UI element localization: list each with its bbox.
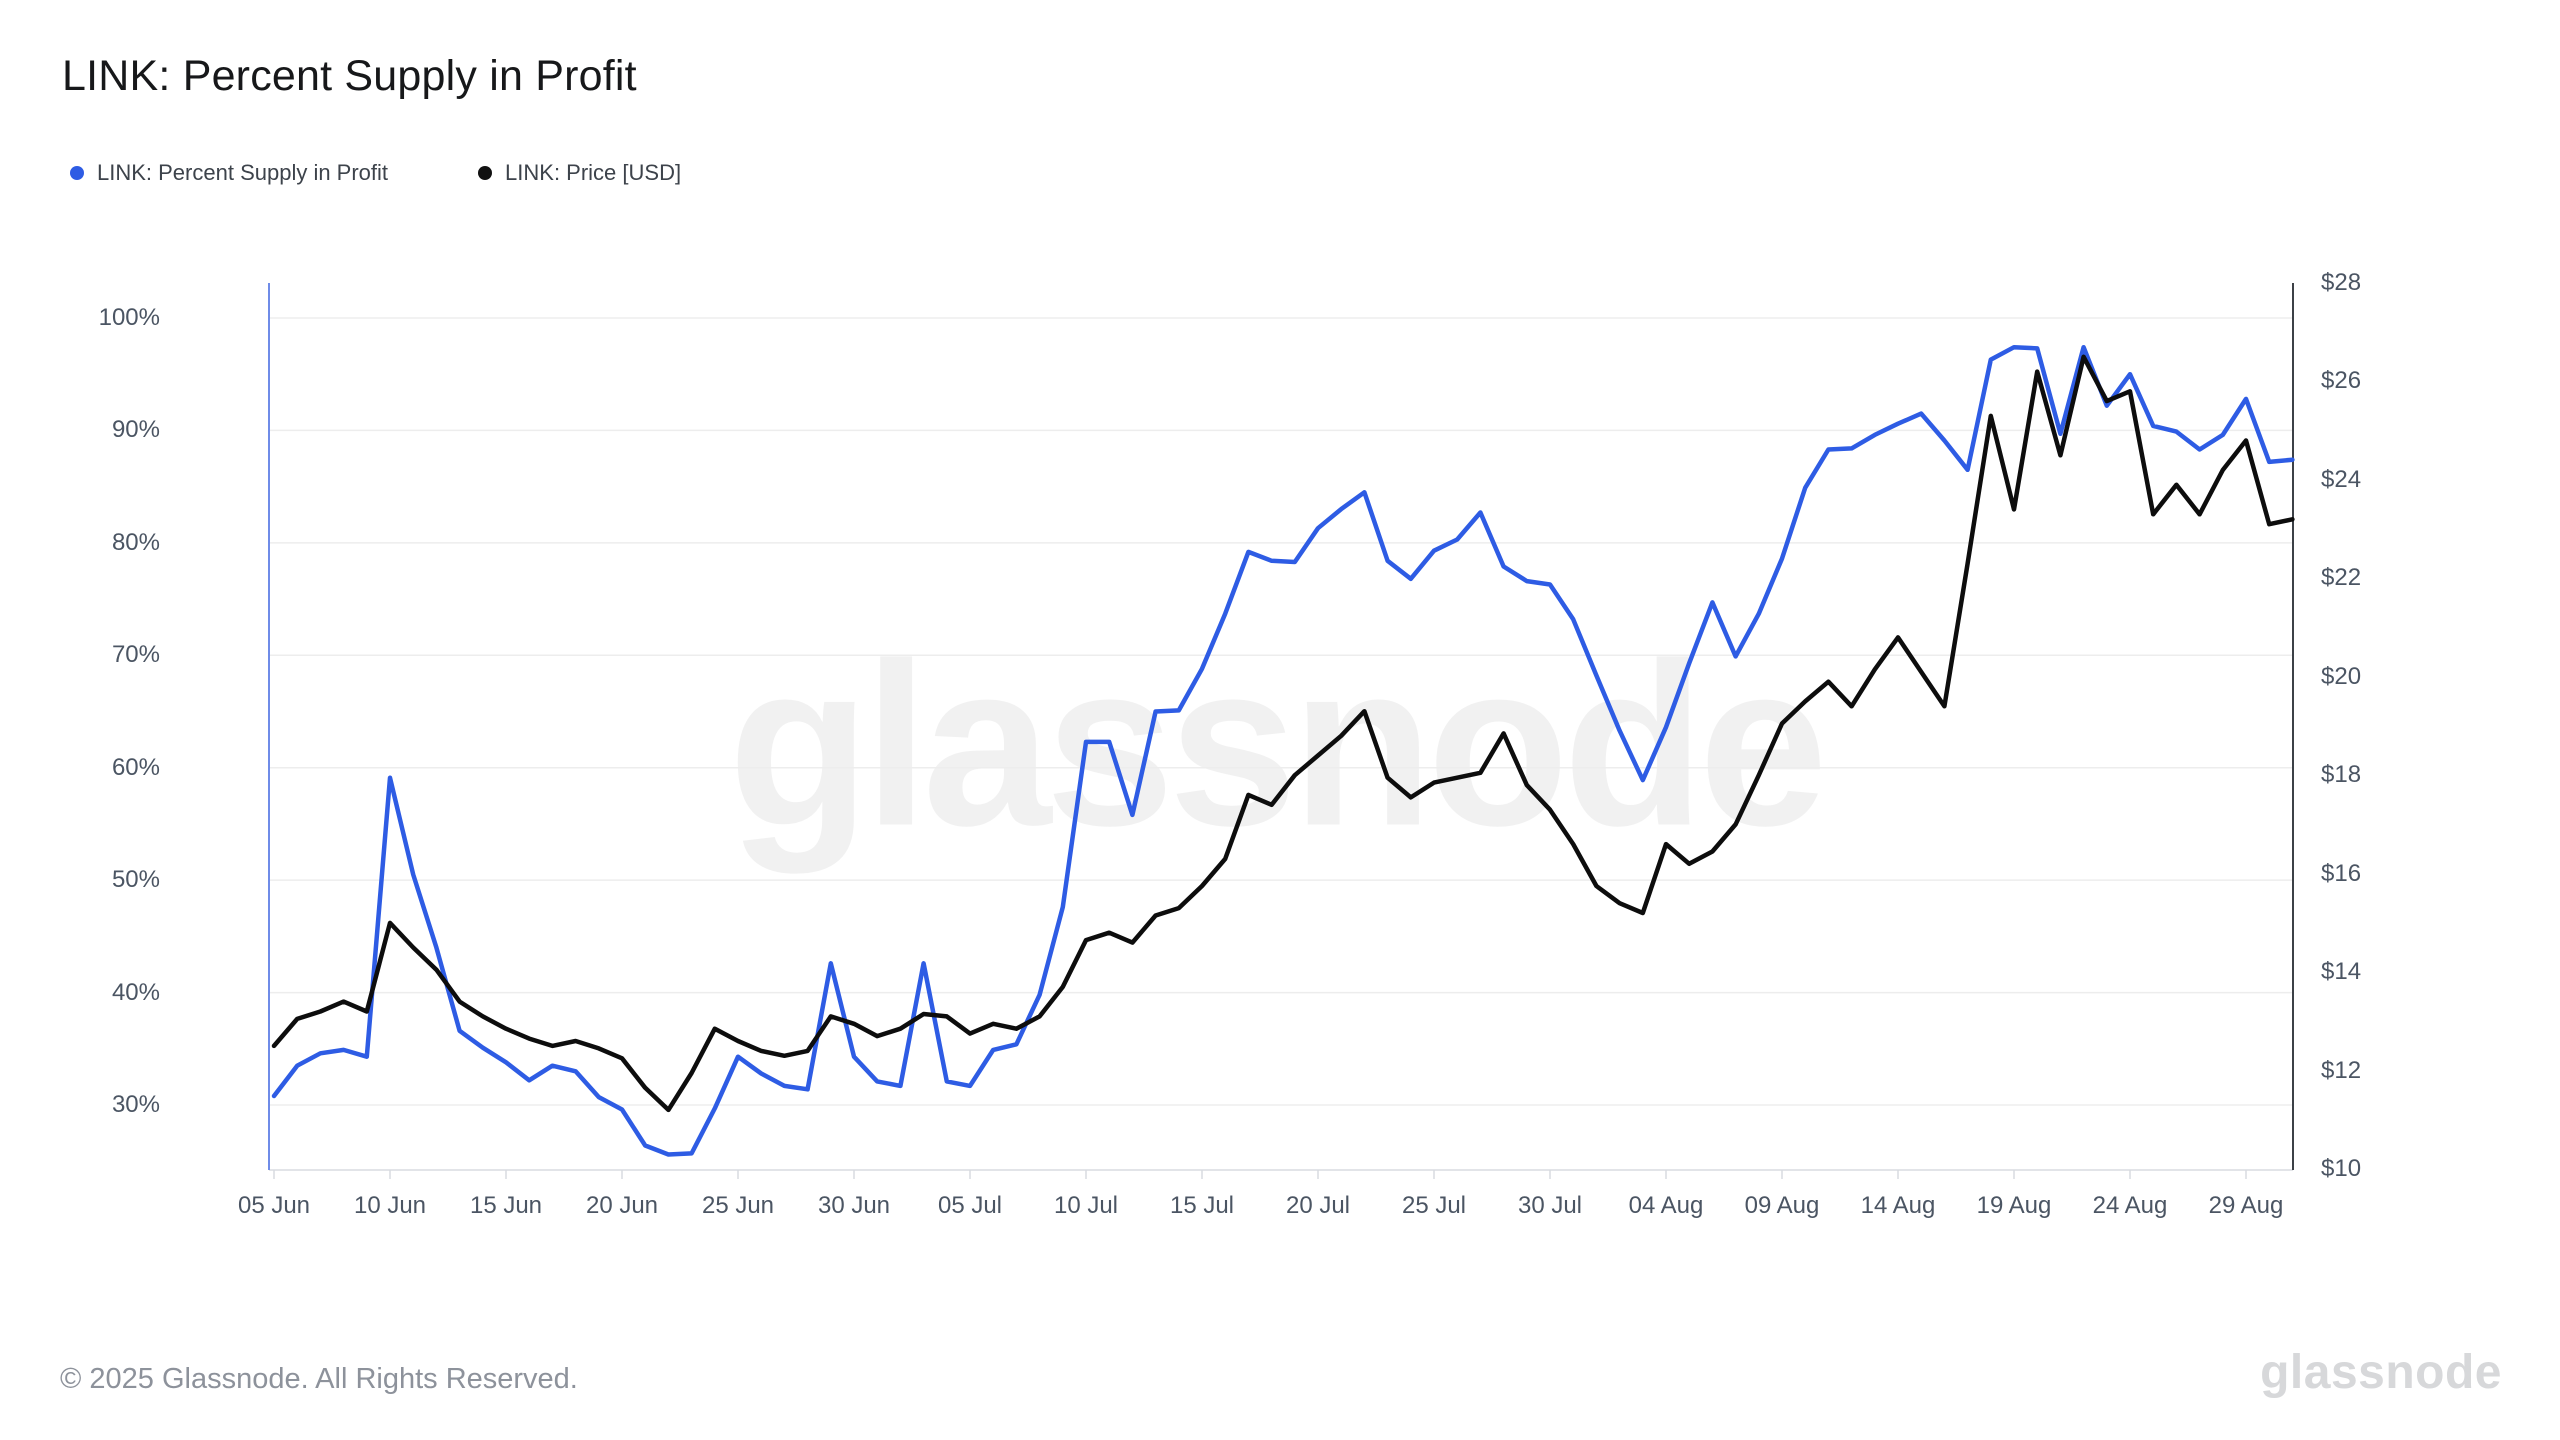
legend-item-label: LINK: Price [USD] <box>505 160 682 185</box>
x-axis-label: 24 Aug <box>2092 1192 2168 1219</box>
x-axis-label: 10 Jun <box>353 1192 427 1219</box>
y-axis-label-left: 50% <box>111 866 160 894</box>
y-axis-label-right: $26 <box>2321 367 2362 395</box>
y-axis-label-left: 100% <box>98 304 160 331</box>
x-axis-label: 25 Jul <box>1401 1192 1467 1219</box>
legend-item-percent-supply[interactable]: LINK: Percent Supply in Profit <box>70 160 388 186</box>
x-axis-label: 19 Aug <box>1976 1192 2052 1219</box>
glassnode-watermark: glassnode <box>728 615 1827 875</box>
y-axis-label-left: 60% <box>111 753 160 781</box>
x-axis-label: 05 Jul <box>937 1192 1003 1219</box>
y-axis-label-right: $28 <box>2321 269 2362 296</box>
y-axis-label-right: $22 <box>2321 564 2362 592</box>
x-axis-label: 30 Jul <box>1517 1192 1583 1219</box>
x-axis-label: 30 Jun <box>817 1192 891 1219</box>
price-line[interactable] <box>271 354 2295 1113</box>
legend-dot-icon <box>70 166 84 180</box>
y-axis-label-right: $10 <box>2321 1155 2362 1182</box>
x-axis-label: 10 Jul <box>1053 1192 1119 1219</box>
x-axis-label: 15 Jul <box>1169 1192 1235 1219</box>
y-axis-label-right: $24 <box>2321 465 2362 493</box>
y-axis-label-left: 70% <box>111 641 160 669</box>
x-axis-label: 20 Jun <box>585 1192 659 1219</box>
x-axis-label: 29 Aug <box>2208 1192 2284 1219</box>
y-axis-label-left: 30% <box>111 1091 160 1118</box>
y-axis-label-right: $14 <box>2321 958 2362 986</box>
x-axis-label: 20 Jul <box>1285 1192 1351 1219</box>
x-axis-label: 15 Jun <box>469 1192 543 1219</box>
legend-item-price[interactable]: LINK: Price [USD] <box>478 160 681 186</box>
x-axis-label: 14 Aug <box>1860 1192 1936 1219</box>
footer-copyright: © 2025 Glassnode. All Rights Reserved. <box>60 1363 578 1395</box>
y-axis-label-right: $16 <box>2321 859 2362 887</box>
x-axis-label: 04 Aug <box>1628 1192 1704 1219</box>
glassnode-logo: glassnode <box>2260 1346 2502 1399</box>
y-axis-label-right: $20 <box>2321 662 2362 690</box>
x-axis-label: 09 Aug <box>1744 1192 1820 1219</box>
y-axis-label-left: 80% <box>111 528 160 556</box>
y-axis-label-left: 40% <box>111 978 160 1006</box>
legend-item-label: LINK: Percent Supply in Profit <box>97 160 389 185</box>
x-axis-label: 25 Jun <box>701 1192 775 1219</box>
legend-dot-icon <box>478 166 493 180</box>
chart-legend: LINK: Percent Supply in Profit LINK: Pri… <box>70 160 681 186</box>
y-axis-label-right: $12 <box>2321 1056 2362 1084</box>
x-axis-label: 05 Jun <box>237 1192 311 1219</box>
page-title: LINK: Percent Supply in Profit <box>62 52 637 100</box>
percent-supply-line[interactable] <box>271 344 2295 1157</box>
y-axis-label-right: $18 <box>2321 761 2362 789</box>
y-axis-label-left: 90% <box>111 416 160 444</box>
